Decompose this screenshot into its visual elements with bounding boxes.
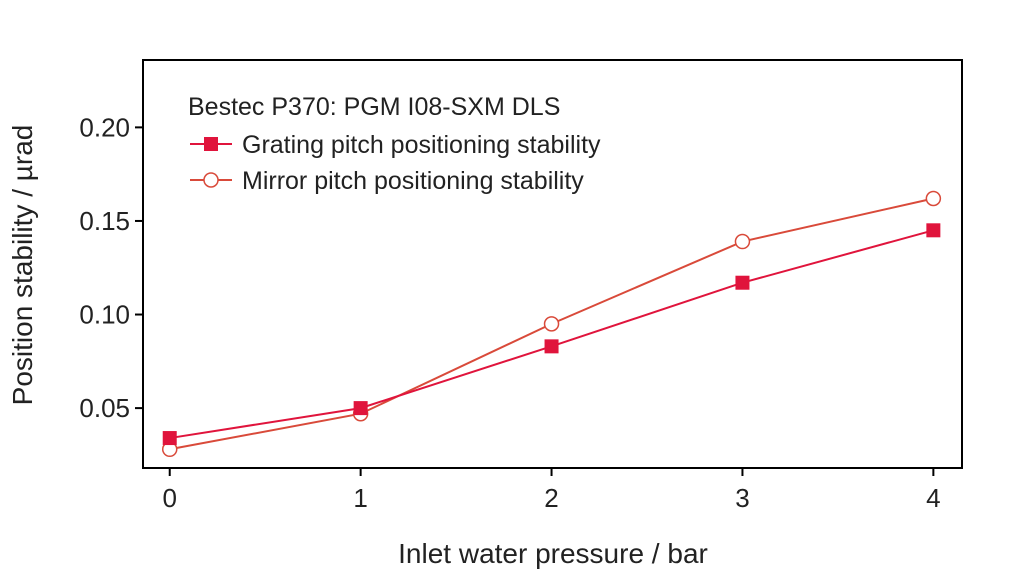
y-tick-label: 0.15 xyxy=(79,206,130,236)
legend-title: Bestec P370: PGM I08-SXM DLS xyxy=(188,93,560,121)
y-axis-title: Position stability / µrad xyxy=(7,125,38,406)
x-tick-label: 2 xyxy=(544,483,558,513)
series-line-0 xyxy=(169,229,934,440)
x-tick-label: 3 xyxy=(735,483,749,513)
y-tick-label: 0.10 xyxy=(79,300,130,330)
data-point-grating xyxy=(544,339,559,354)
legend-marker-circle xyxy=(203,172,219,188)
data-point-grating xyxy=(926,223,941,238)
legend-entries: Grating pitch positioning stability Mirro… xyxy=(190,131,601,195)
plot-frame xyxy=(142,59,963,469)
data-point-mirror xyxy=(734,233,751,250)
legend: Bestec P370: PGM I08-SXM DLS Grating pit… xyxy=(188,93,601,195)
data-point-grating xyxy=(353,401,368,416)
data-point-mirror xyxy=(925,190,942,207)
legend-label: Grating pitch positioning stability xyxy=(242,131,601,159)
data-point-grating xyxy=(735,275,750,290)
data-point-mirror xyxy=(543,316,560,332)
legend-label: Mirror pitch positioning stability xyxy=(242,167,584,195)
data-point-grating xyxy=(162,431,177,446)
x-tick-label: 0 xyxy=(162,483,176,513)
x-axis-ticks: 0 1 2 3 4 xyxy=(162,468,941,513)
legend-marker-square xyxy=(204,137,218,151)
y-tick-label: 0.05 xyxy=(79,393,130,423)
x-axis-title: Inlet water pressure / bar xyxy=(398,538,708,569)
y-axis-ticks: 0.05 0.10 0.15 0.20 xyxy=(79,112,143,423)
x-tick-label: 1 xyxy=(353,483,367,513)
x-tick-label: 4 xyxy=(926,483,940,513)
series-layer xyxy=(161,190,942,458)
y-tick-label: 0.20 xyxy=(79,112,130,142)
